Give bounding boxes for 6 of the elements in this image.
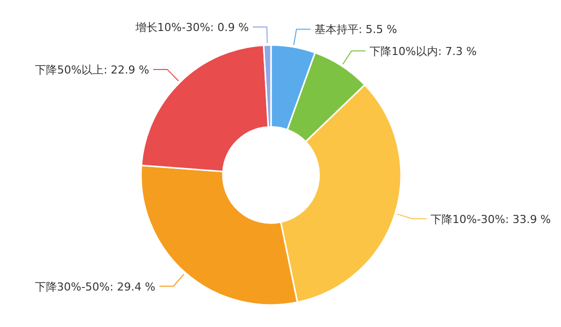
slice-label: 下降30%-50%: 29.4 % bbox=[34, 280, 156, 294]
slice-label: 增长10%-30%: 0.9 % bbox=[134, 21, 249, 34]
slice-label: 下降10%以内: 7.3 % bbox=[370, 44, 477, 58]
slice-label: 下降10%-30%: 33.9 % bbox=[430, 212, 551, 226]
slice-label: 基本持平: 5.5 % bbox=[314, 23, 398, 36]
slice-label: 下降50%以上: 22.9 % bbox=[35, 63, 150, 76]
